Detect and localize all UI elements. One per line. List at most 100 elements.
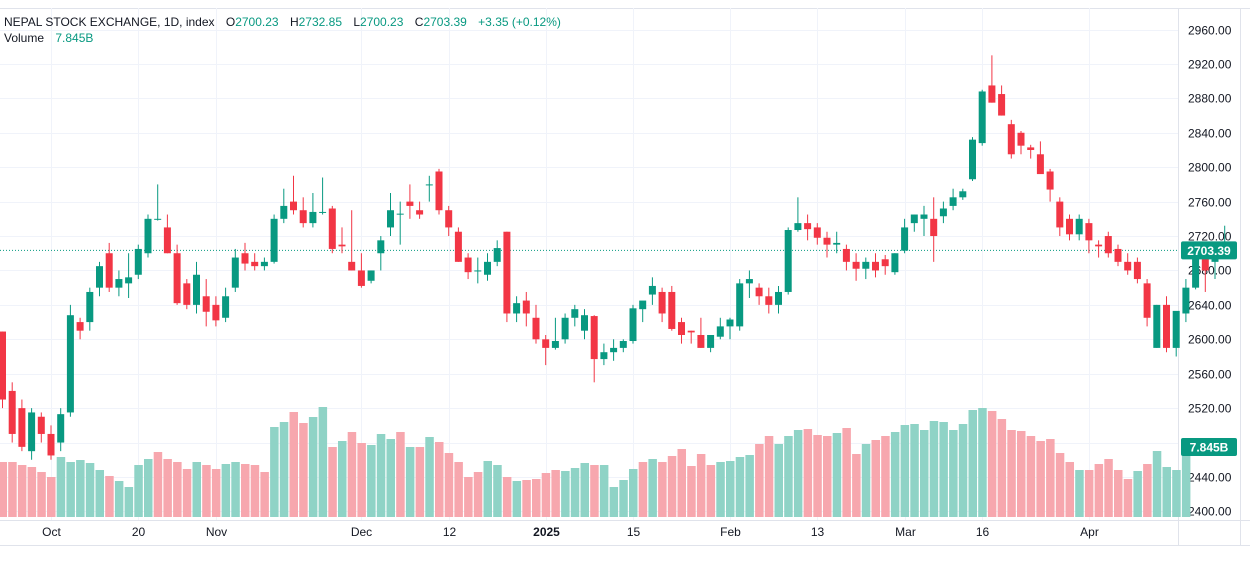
candle-body[interactable]	[183, 283, 191, 305]
candle-body[interactable]	[57, 414, 65, 443]
candle-body[interactable]	[1192, 257, 1200, 288]
candle-body[interactable]	[1114, 248, 1122, 262]
candle-body[interactable]	[648, 285, 656, 295]
candle-body[interactable]	[1095, 244, 1103, 247]
candle-body[interactable]	[8, 390, 16, 434]
candle-body[interactable]	[416, 210, 424, 215]
candle-body[interactable]	[726, 319, 734, 327]
candle-body[interactable]	[998, 94, 1006, 116]
candle-body[interactable]	[1075, 218, 1083, 235]
candle-body[interactable]	[1133, 261, 1141, 280]
candle-body[interactable]	[1163, 304, 1170, 348]
candle-body[interactable]	[823, 237, 831, 245]
candle-body[interactable]	[969, 139, 976, 180]
candle-body[interactable]	[775, 291, 782, 305]
candle-body[interactable]	[484, 261, 491, 275]
candle-body[interactable]	[716, 326, 724, 337]
candle-body[interactable]	[299, 210, 307, 224]
candle-body[interactable]	[425, 184, 433, 186]
candle-body[interactable]	[881, 259, 889, 267]
candle-body[interactable]	[319, 211, 327, 213]
candle-body[interactable]	[212, 304, 220, 321]
candle-body[interactable]	[949, 197, 957, 206]
candle-body[interactable]	[464, 257, 472, 273]
candle-body[interactable]	[280, 205, 288, 219]
candle-body[interactable]	[144, 218, 152, 254]
candle-body[interactable]	[1027, 147, 1035, 150]
candle-body[interactable]	[377, 240, 385, 254]
candle-body[interactable]	[658, 291, 666, 314]
candle-body[interactable]	[891, 253, 899, 273]
candle-body[interactable]	[1153, 304, 1161, 348]
candle-body[interactable]	[513, 303, 521, 314]
candle-body[interactable]	[610, 347, 618, 353]
candle-body[interactable]	[833, 242, 841, 245]
candle-body[interactable]	[1066, 218, 1073, 235]
candle-body[interactable]	[1201, 257, 1209, 271]
candle-body[interactable]	[755, 287, 763, 297]
candle-body[interactable]	[745, 279, 753, 284]
candle-body[interactable]	[1182, 287, 1190, 314]
candle-body[interactable]	[251, 261, 259, 267]
candle-body[interactable]	[629, 308, 637, 342]
candle-body[interactable]	[493, 248, 501, 262]
candle-body[interactable]	[241, 253, 249, 264]
candle-body[interactable]	[1143, 283, 1151, 318]
candle-body[interactable]	[1056, 201, 1064, 228]
candle-body[interactable]	[348, 261, 356, 271]
candle-body[interactable]	[619, 341, 627, 348]
candle-body[interactable]	[474, 270, 482, 272]
candle-body[interactable]	[387, 210, 394, 228]
candle-body[interactable]	[105, 253, 113, 288]
candle-body[interactable]	[0, 331, 6, 400]
candle-body[interactable]	[959, 191, 967, 198]
candle-body[interactable]	[328, 208, 336, 249]
candle-body[interactable]	[18, 408, 26, 447]
candle-body[interactable]	[842, 248, 850, 262]
candle-body[interactable]	[639, 300, 647, 310]
candle-body[interactable]	[202, 296, 210, 312]
candle-body[interactable]	[736, 283, 744, 327]
candle-body[interactable]	[193, 274, 200, 305]
candle-body[interactable]	[901, 227, 909, 251]
candle-body[interactable]	[154, 218, 162, 220]
candle-body[interactable]	[668, 291, 676, 329]
candle-body[interactable]	[454, 231, 462, 262]
candle-body[interactable]	[920, 214, 928, 219]
candle-body[interactable]	[86, 291, 94, 323]
candle-body[interactable]	[561, 317, 569, 340]
candle-body[interactable]	[125, 277, 133, 284]
candle-body[interactable]	[309, 211, 317, 224]
candle-body[interactable]	[1046, 171, 1054, 190]
candle-body[interactable]	[1007, 124, 1015, 155]
candle-body[interactable]	[939, 208, 947, 217]
candle-body[interactable]	[678, 322, 685, 335]
candle-body[interactable]	[542, 339, 550, 348]
candle-body[interactable]	[872, 261, 879, 271]
candle-body[interactable]	[551, 341, 559, 348]
candle-body[interactable]	[134, 248, 142, 275]
candle-body[interactable]	[697, 334, 705, 348]
candle-body[interactable]	[96, 266, 103, 288]
candle-body[interactable]	[600, 352, 608, 360]
candle-body[interactable]	[852, 261, 860, 269]
candle-body[interactable]	[794, 223, 802, 231]
candle-body[interactable]	[28, 412, 36, 452]
candle-body[interactable]	[231, 257, 239, 288]
candle-body[interactable]	[590, 316, 598, 360]
candle-body[interactable]	[260, 261, 268, 267]
candle-body[interactable]	[396, 213, 404, 215]
candle-body[interactable]	[290, 201, 297, 211]
candle-body[interactable]	[66, 315, 74, 413]
candle-body[interactable]	[687, 330, 695, 333]
candle-body[interactable]	[784, 230, 792, 292]
candle-body[interactable]	[862, 261, 870, 269]
candle-body[interactable]	[338, 244, 346, 247]
candle-body[interactable]	[1124, 261, 1132, 271]
candle-body[interactable]	[1017, 132, 1025, 146]
candle-body[interactable]	[76, 322, 84, 331]
candle-body[interactable]	[503, 231, 511, 314]
candle-body[interactable]	[581, 315, 588, 331]
candle-body[interactable]	[707, 334, 715, 348]
